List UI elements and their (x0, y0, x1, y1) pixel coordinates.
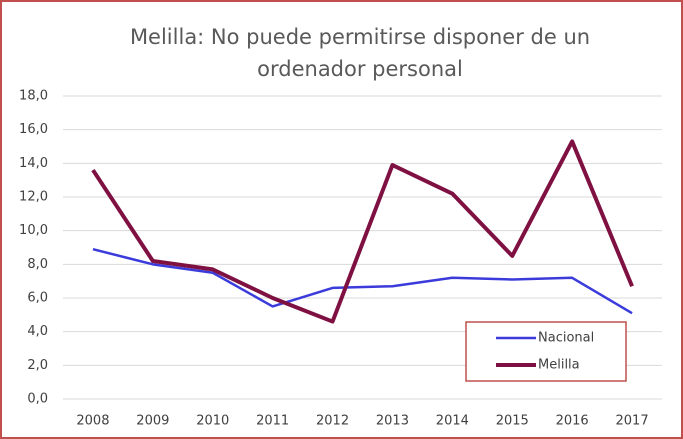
y-tick-label: 0,0 (27, 392, 48, 407)
legend-label: Nacional (538, 331, 594, 346)
x-tick-label: 2017 (616, 414, 649, 429)
y-tick-label: 18,0 (19, 89, 48, 104)
chart-title: ordenador personal (257, 57, 463, 81)
chart-title: Melilla: No puede permitirse disponer de… (130, 25, 590, 49)
x-tick-label: 2011 (256, 414, 289, 429)
y-tick-label: 2,0 (27, 358, 48, 373)
x-tick-label: 2015 (496, 414, 529, 429)
x-tick-label: 2010 (196, 414, 229, 429)
legend-box (465, 321, 627, 382)
x-tick-label: 2013 (376, 414, 409, 429)
x-tick-label: 2016 (556, 414, 589, 429)
y-tick-label: 4,0 (27, 324, 48, 339)
x-tick-label: 2012 (316, 414, 349, 429)
y-tick-label: 10,0 (19, 223, 48, 238)
y-tick-label: 12,0 (19, 190, 48, 205)
x-tick-label: 2014 (436, 414, 469, 429)
series-line (91, 139, 634, 324)
y-tick-label: 16,0 (19, 122, 48, 137)
x-tick-label: 2008 (76, 414, 109, 429)
y-tick-label: 6,0 (27, 291, 48, 306)
x-tick-label: 2009 (136, 414, 169, 429)
series-line (92, 247, 633, 315)
legend-label: Melilla (538, 358, 580, 373)
y-tick-label: 8,0 (27, 257, 48, 272)
y-tick-label: 14,0 (19, 156, 48, 171)
